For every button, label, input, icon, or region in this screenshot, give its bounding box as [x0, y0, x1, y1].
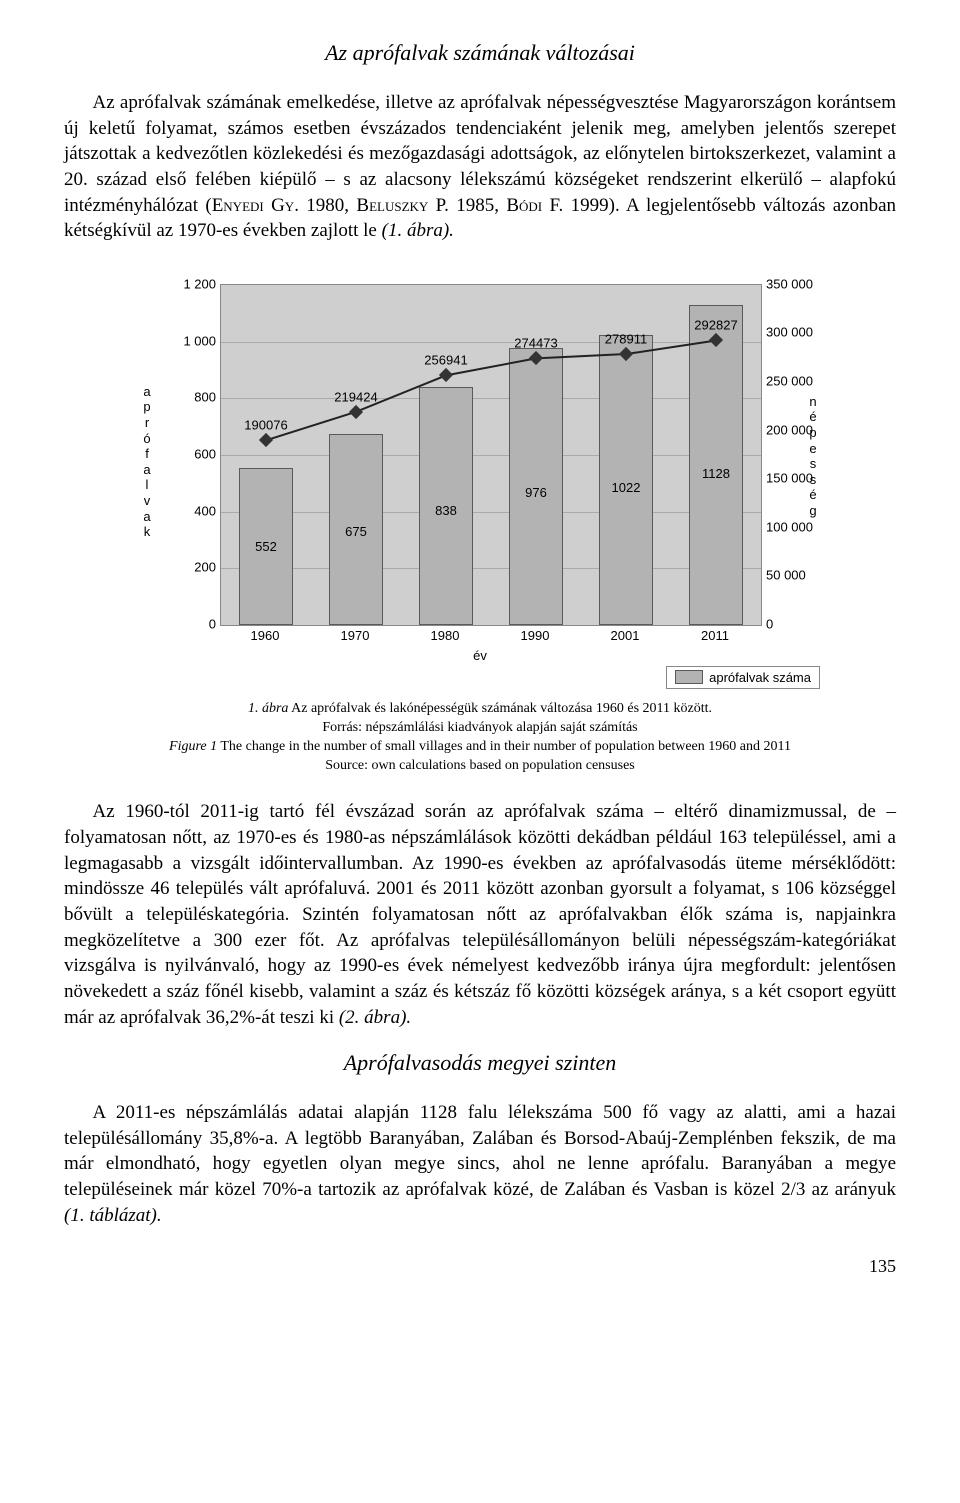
chart-line-value: 219424: [334, 389, 377, 404]
chart-line-marker: [439, 368, 453, 382]
p3-a: A 2011-es népszámlálás adatai alapján 11…: [64, 1102, 896, 1200]
chart-x-tick: 1980: [431, 628, 460, 643]
p1-figref: (1. ábra).: [382, 220, 454, 241]
chart-left-axis-label: a p r ó f a l v a k: [140, 384, 154, 540]
chart-x-tick: 2011: [701, 628, 729, 643]
chart-right-tick: 150 000: [766, 471, 813, 486]
chart-x-tick: 2001: [611, 628, 640, 643]
section-title-1: Az aprófalvak számának változásai: [64, 40, 896, 66]
paragraph-1: Az aprófalvak számának emelkedése, illet…: [64, 90, 896, 244]
chart-x-axis-label: év: [473, 648, 487, 663]
chart-right-tick: 200 000: [766, 422, 813, 437]
p3-figref: (1. táblázat).: [64, 1205, 162, 1226]
cap-l1: Az aprófalvak és lakónépességük számának…: [288, 701, 712, 716]
p1-sc1: Enyedi Gy.: [212, 195, 299, 216]
chart-gridline: [221, 398, 761, 399]
section-title-2: Aprófalvasodás megyei szinten: [64, 1050, 896, 1076]
p2-a: Az 1960-tól 2011-ig tartó fél évszázad s…: [64, 801, 896, 1027]
chart-left-tick: 1 200: [156, 276, 216, 291]
chart-line-value: 292827: [694, 318, 737, 333]
chart-legend-label: aprófalvak száma: [709, 670, 811, 685]
page-number: 135: [64, 1256, 896, 1277]
chart-right-tick: 350 000: [766, 276, 813, 291]
chart-gridline: [221, 455, 761, 456]
chart-right-axis-label: n é p e s s é g: [806, 394, 820, 519]
chart-line-value: 274473: [514, 336, 557, 351]
cap-l2: Forrás: népszámlálási kiadványok alapján…: [322, 720, 637, 735]
p1-m2: 1985,: [449, 195, 506, 216]
chart-line-value: 278911: [605, 331, 647, 346]
page: Az aprófalvak számának változásai Az apr…: [0, 0, 960, 1325]
chart-left-tick: 0: [156, 616, 216, 631]
cap-l3-it: Figure 1: [169, 739, 217, 754]
chart-left-tick: 600: [156, 446, 216, 461]
chart-line-marker: [259, 433, 273, 447]
chart-legend-swatch: [675, 670, 703, 684]
chart-bar-value: 976: [511, 485, 561, 500]
chart-x-tick: 1970: [341, 628, 370, 643]
chart-line-value: 190076: [244, 418, 287, 433]
p2-figref: (2. ábra).: [339, 1007, 411, 1028]
chart-legend: aprófalvak száma: [666, 666, 820, 689]
p1-sc2: Beluszky P.: [356, 195, 448, 216]
chart-right-tick: 100 000: [766, 519, 813, 534]
chart-x-tick: 1990: [521, 628, 550, 643]
cap-l3: The change in the number of small villag…: [217, 739, 791, 754]
p1-m1: 1980,: [299, 195, 356, 216]
chart-plot-area: 552 675 838 976 1022 1128 190076 219424 256941 27…: [220, 284, 762, 626]
chart-bar-value: 1128: [691, 466, 741, 481]
chart-gridline: [221, 512, 761, 513]
paragraph-2: Az 1960-tól 2011-ig tartó fél évszázad s…: [64, 799, 896, 1030]
chart-line-marker: [349, 405, 363, 419]
chart-right-tick: 300 000: [766, 325, 813, 340]
cap-l4: Source: own calculations based on popula…: [325, 758, 634, 773]
chart-bar-value: 838: [421, 503, 471, 518]
chart-left-tick: 200: [156, 560, 216, 575]
chart-left-tick: 400: [156, 503, 216, 518]
chart-bar-value: 552: [241, 539, 291, 554]
chart-right-tick: 250 000: [766, 373, 813, 388]
paragraph-3: A 2011-es népszámlálás adatai alapján 11…: [64, 1100, 896, 1228]
chart-aprofalvak: 552 675 838 976 1022 1128 190076 219424 256941 27…: [140, 264, 820, 694]
chart-gridline: [221, 568, 761, 569]
chart-x-tick: 1960: [251, 628, 280, 643]
chart-right-tick: 0: [766, 616, 773, 631]
chart-right-tick: 50 000: [766, 568, 806, 583]
chart-left-tick: 1 000: [156, 333, 216, 348]
chart-line-value: 256941: [424, 353, 467, 368]
chart-gridline: [221, 342, 761, 343]
figure-1-caption: 1. ábra Az aprófalvak és lakónépességük …: [64, 700, 896, 776]
cap-l1-it: 1. ábra: [248, 701, 288, 716]
chart-left-tick: 800: [156, 390, 216, 405]
chart-bar-value: 1022: [601, 480, 651, 495]
p1-sc3: Bódi F.: [506, 195, 563, 216]
chart-bar-value: 675: [331, 524, 381, 539]
figure-1: 552 675 838 976 1022 1128 190076 219424 256941 27…: [140, 264, 820, 694]
